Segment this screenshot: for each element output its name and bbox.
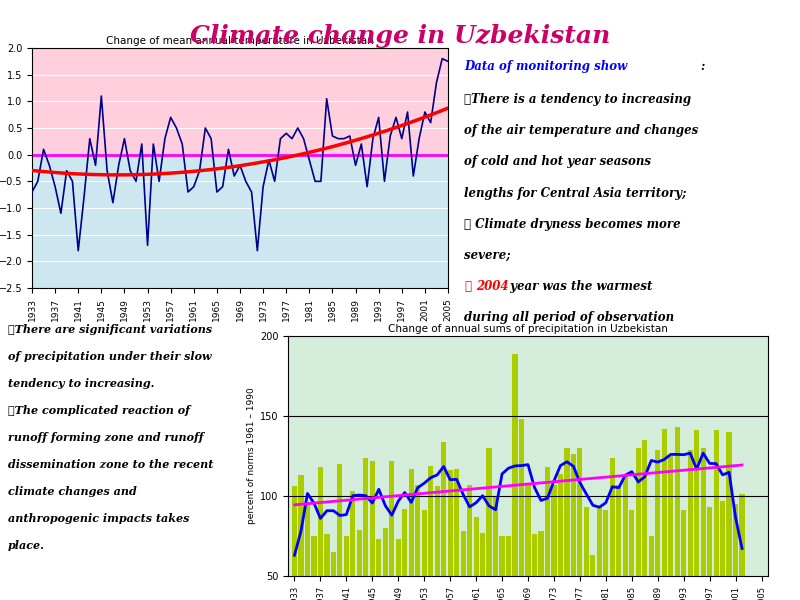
Text: anthropogenic impacts takes: anthropogenic impacts takes <box>8 513 190 524</box>
Text: 2004: 2004 <box>476 280 509 293</box>
Bar <box>499 536 505 600</box>
Title: Change of annual sums of precipitation in Uzbekistan: Change of annual sums of precipitation i… <box>388 324 668 334</box>
Text: during all period of observation: during all period of observation <box>464 311 674 325</box>
Text: ➢: ➢ <box>464 280 471 293</box>
Bar <box>396 539 401 600</box>
Text: ➢ Climate dryness becomes more: ➢ Climate dryness becomes more <box>464 218 681 231</box>
Bar <box>662 429 667 600</box>
Text: ➢There are significant variations: ➢There are significant variations <box>8 324 212 335</box>
Text: of the air temperature and changes: of the air temperature and changes <box>464 124 698 137</box>
Text: severe;: severe; <box>464 249 510 262</box>
Text: of cold and hot year seasons: of cold and hot year seasons <box>464 155 651 169</box>
Text: Data of monitoring show: Data of monitoring show <box>464 60 627 73</box>
Bar <box>428 466 434 600</box>
Bar <box>597 506 602 600</box>
Bar <box>493 496 498 600</box>
Text: runoff forming zone and runoff: runoff forming zone and runoff <box>8 432 203 443</box>
Bar <box>519 419 524 600</box>
Bar <box>538 531 543 600</box>
Bar <box>739 494 745 600</box>
Bar <box>402 509 407 600</box>
Bar <box>441 442 446 600</box>
Title: Change of mean annual temperature in Uzbekistan: Change of mean annual temperature in Uzb… <box>106 36 374 46</box>
Bar <box>584 507 589 600</box>
Bar <box>447 470 453 600</box>
Y-axis label: percent of norms 1961 – 1990: percent of norms 1961 – 1990 <box>246 388 256 524</box>
Bar <box>298 475 303 600</box>
Bar <box>694 430 699 600</box>
Bar <box>714 430 718 600</box>
Bar <box>720 501 725 600</box>
Bar <box>649 536 654 600</box>
Bar <box>376 539 382 600</box>
Bar <box>506 536 511 600</box>
Bar <box>636 448 641 600</box>
Bar <box>681 511 686 600</box>
Bar <box>474 517 478 600</box>
Bar <box>590 555 595 600</box>
Bar <box>422 511 427 600</box>
Bar <box>32 48 448 155</box>
Text: ➢There is a tendency to increasing: ➢There is a tendency to increasing <box>464 93 691 106</box>
Bar <box>344 536 349 600</box>
Text: lengths for Central Asia territory;: lengths for Central Asia territory; <box>464 187 686 200</box>
Bar <box>409 469 414 600</box>
Bar <box>32 155 448 288</box>
Bar <box>467 485 472 600</box>
Bar <box>629 511 634 600</box>
Bar <box>305 502 310 600</box>
Bar <box>701 448 706 600</box>
Bar <box>480 533 485 600</box>
Text: :: : <box>700 60 704 73</box>
Bar <box>545 467 550 600</box>
Bar <box>655 449 660 600</box>
Bar <box>324 535 330 600</box>
Bar <box>382 528 388 600</box>
Bar <box>707 507 712 600</box>
Bar <box>434 487 440 600</box>
Bar <box>331 552 336 600</box>
Bar <box>338 464 342 600</box>
Bar <box>551 485 557 600</box>
Bar <box>415 485 420 600</box>
Text: place.: place. <box>8 540 45 551</box>
Bar <box>558 473 563 600</box>
Bar <box>610 458 615 600</box>
Text: tendency to increasing.: tendency to increasing. <box>8 378 154 389</box>
Bar <box>532 535 537 600</box>
Bar <box>363 458 369 600</box>
Bar <box>726 432 732 600</box>
Bar <box>571 454 576 600</box>
Bar <box>454 469 459 600</box>
Bar <box>350 491 355 600</box>
Text: of precipitation under their slow: of precipitation under their slow <box>8 351 212 362</box>
Bar <box>513 353 518 600</box>
Bar <box>526 485 530 600</box>
Text: climate changes and: climate changes and <box>8 486 137 497</box>
Bar <box>603 511 609 600</box>
Bar <box>578 448 582 600</box>
Text: year was the warmest: year was the warmest <box>506 280 652 293</box>
Bar <box>668 456 674 600</box>
Text: dissemination zone to the recent: dissemination zone to the recent <box>8 459 214 470</box>
Bar <box>616 485 622 600</box>
Bar <box>622 475 628 600</box>
Bar <box>486 448 492 600</box>
Bar <box>311 536 317 600</box>
Bar <box>318 467 323 600</box>
Bar <box>674 427 680 600</box>
Bar <box>461 531 466 600</box>
Bar <box>733 504 738 600</box>
Text: Climate change in Uzbekistan: Climate change in Uzbekistan <box>190 24 610 48</box>
Bar <box>687 449 693 600</box>
Bar <box>357 530 362 600</box>
Bar <box>642 440 647 600</box>
Bar <box>292 487 297 600</box>
Bar <box>564 448 570 600</box>
Text: ➢The complicated reaction of: ➢The complicated reaction of <box>8 405 190 416</box>
Bar <box>370 461 375 600</box>
Bar <box>389 461 394 600</box>
